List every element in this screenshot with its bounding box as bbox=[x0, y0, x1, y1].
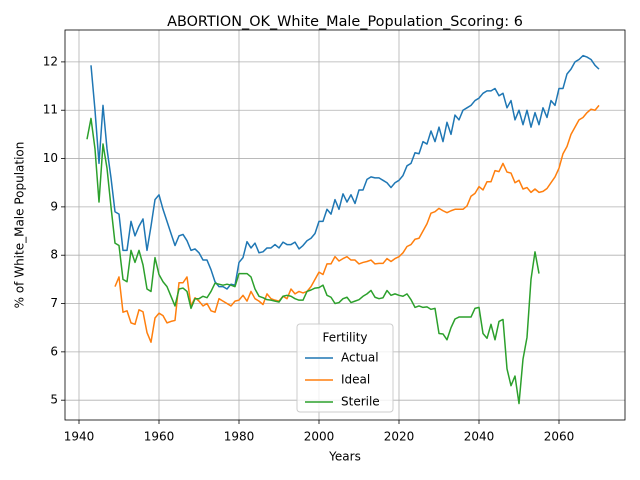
y-tick-label: 11 bbox=[43, 103, 58, 117]
x-tick-label: 2000 bbox=[304, 430, 335, 444]
x-tick-label: 1940 bbox=[64, 430, 95, 444]
legend-label: Actual bbox=[341, 351, 379, 365]
y-tick-label: 7 bbox=[50, 296, 58, 310]
x-tick-label: 2020 bbox=[384, 430, 415, 444]
y-tick-label: 8 bbox=[50, 248, 58, 262]
y-tick-label: 9 bbox=[50, 199, 58, 213]
legend: Fertility Actual Ideal Sterile bbox=[296, 323, 394, 413]
chart-title: ABORTION_OK_White_Male_Population_Scorin… bbox=[167, 14, 523, 30]
x-axis-label: Years bbox=[328, 450, 361, 464]
legend-label: Ideal bbox=[341, 373, 370, 387]
y-tick-label: 5 bbox=[50, 393, 58, 407]
y-tick-label: 12 bbox=[43, 54, 58, 68]
x-tick-label: 2040 bbox=[464, 430, 495, 444]
x-tick-label: 1960 bbox=[144, 430, 175, 444]
y-axis-label: % of White_Male Population bbox=[13, 142, 27, 309]
plot-frame bbox=[64, 29, 626, 421]
line-series bbox=[86, 117, 540, 405]
x-tick-label: 1980 bbox=[224, 430, 255, 444]
y-tick-label: 6 bbox=[50, 344, 58, 358]
line-series bbox=[90, 54, 600, 290]
x-tick-label: 2060 bbox=[544, 430, 575, 444]
legend-label: Sterile bbox=[341, 395, 380, 409]
legend-box bbox=[296, 323, 394, 413]
y-tick-label: 10 bbox=[43, 151, 58, 165]
legend-title: Fertility bbox=[322, 331, 367, 345]
